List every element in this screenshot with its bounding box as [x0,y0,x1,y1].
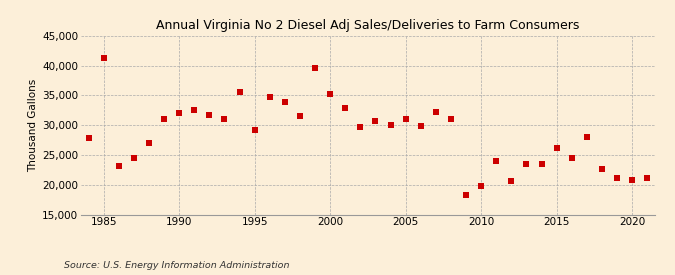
Point [144,141,155,145]
Point [566,156,577,160]
Point [355,125,366,129]
Point [446,116,456,121]
Point [415,123,426,128]
Point [189,108,200,112]
Point [249,128,260,132]
Point [113,164,124,168]
Point [597,167,608,171]
Point [173,111,184,116]
Point [476,184,487,188]
Point [551,146,562,150]
Point [460,193,471,198]
Point [521,162,532,167]
Point [265,95,275,99]
Point [491,159,502,163]
Point [83,136,94,141]
Point [159,116,169,121]
Point [99,56,109,60]
Point [431,110,441,114]
Point [385,122,396,127]
Point [340,106,350,111]
Point [581,135,592,139]
Point [370,119,381,123]
Point [642,176,653,180]
Point [294,113,305,118]
Point [400,116,411,121]
Point [536,162,547,167]
Point [506,179,517,183]
Point [612,176,622,180]
Point [234,90,245,95]
Point [219,116,230,121]
Point [626,178,637,182]
Y-axis label: Thousand Gallons: Thousand Gallons [28,78,38,172]
Title: Annual Virginia No 2 Diesel Adj Sales/Deliveries to Farm Consumers: Annual Virginia No 2 Diesel Adj Sales/De… [156,19,580,32]
Point [325,91,335,96]
Point [310,66,321,70]
Point [204,113,215,117]
Text: Source: U.S. Energy Information Administration: Source: U.S. Energy Information Administ… [64,260,290,270]
Point [279,100,290,104]
Point [128,156,139,160]
